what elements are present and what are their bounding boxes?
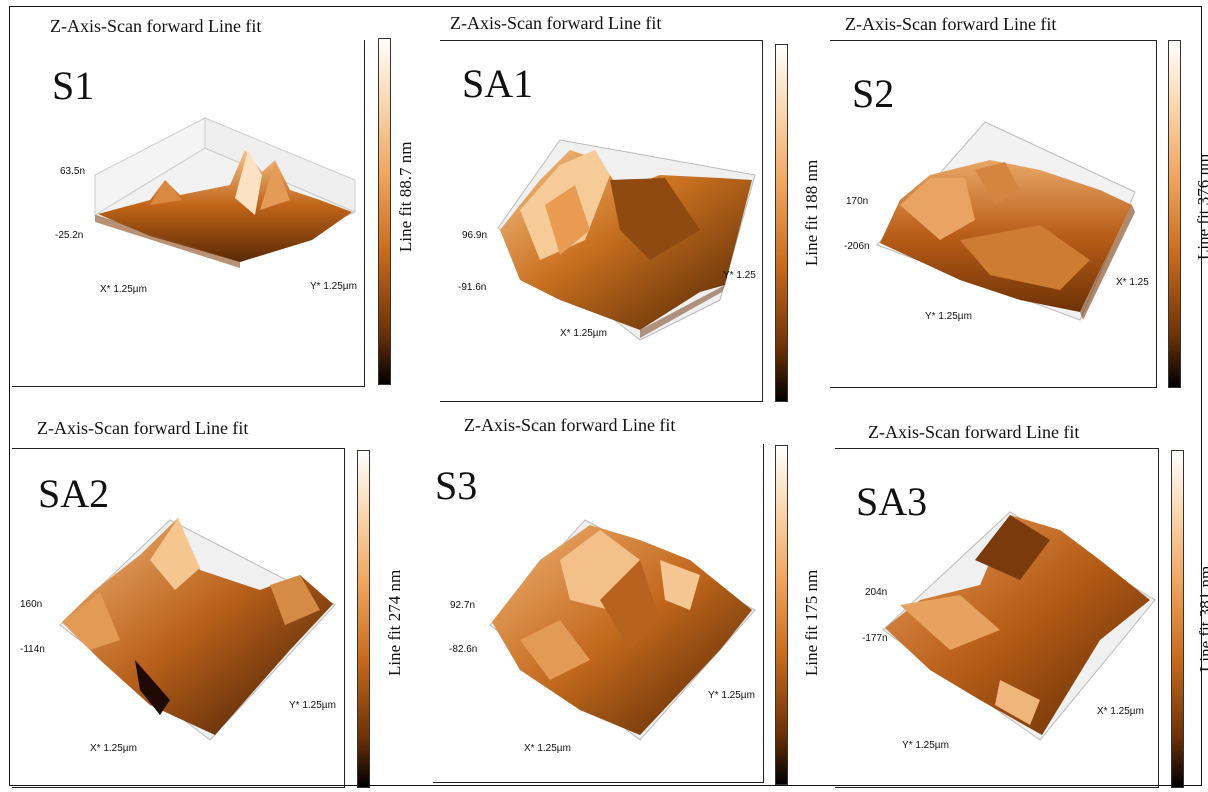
z-min-tick: -177n [862,633,888,644]
y-axis-label: Y* 1.25µm [925,311,972,322]
z-min-tick: -25.2n [55,230,84,241]
z-min-tick: -82.6n [449,644,478,655]
plot-box [12,448,345,788]
x-axis-label: X* 1.25µm [560,328,607,339]
x-axis-label: X* 1.25µm [524,743,571,754]
x-axis-label: X* 1.25µm [1097,706,1144,717]
sample-label: SA3 [856,479,928,524]
plot-box [440,40,763,402]
color-scale-label: Line fit 381 nm [1196,565,1208,672]
plot-box [835,448,1159,788]
y-axis-label: Y* 1.25µm [289,700,336,711]
y-axis-label: Y* 1.25µm [708,690,755,701]
z-max-tick: 160n [20,599,43,610]
z-min-tick: -91.6n [458,282,487,293]
sample-label: S1 [52,63,95,108]
sample-label: SA1 [462,61,534,106]
plot-box [830,40,1157,388]
color-scale-bar [378,38,391,385]
z-max-tick: 204n [865,587,888,598]
color-scale-bar [775,44,788,402]
sample-label: SA2 [38,471,110,516]
plot-box [12,40,365,387]
z-max-tick: 92.7n [450,600,476,611]
color-scale-bar [357,450,370,788]
sample-label: S2 [852,71,895,116]
y-axis-label: Y* 1.25µm [902,740,949,751]
z-min-tick: -114n [20,644,45,655]
color-scale-bar [775,445,788,785]
plot-box [433,444,764,783]
panel-title: Z-Axis-Scan forward Line fit [845,14,1057,34]
x-axis-label: X* 1.25µm [90,743,137,754]
z-max-tick: 63.5n [60,166,86,177]
x-axis-label: X* 1.25µm [100,284,147,295]
y-axis-label: Y* 1.25µm [310,281,357,292]
panel-title: Z-Axis-Scan forward Line fit [450,13,662,33]
color-scale-bar [1171,450,1184,788]
panel-title: Z-Axis-Scan forward Line fit [868,422,1080,442]
panel-title: Z-Axis-Scan forward Line fit [37,418,249,438]
color-scale-bar [1168,40,1181,388]
z-max-tick: 170n [846,196,869,207]
x-axis-label: X* 1.25 [1116,277,1149,288]
z-max-tick: 96.9n [462,230,488,241]
panel-title: Z-Axis-Scan forward Line fit [50,16,262,36]
z-min-tick: -206n [844,241,870,252]
panel-title: Z-Axis-Scan forward Line fit [464,415,676,435]
sample-label: S3 [435,463,478,508]
figure-frame [9,6,1202,786]
y-axis-label: Y* 1.25 [723,270,756,281]
